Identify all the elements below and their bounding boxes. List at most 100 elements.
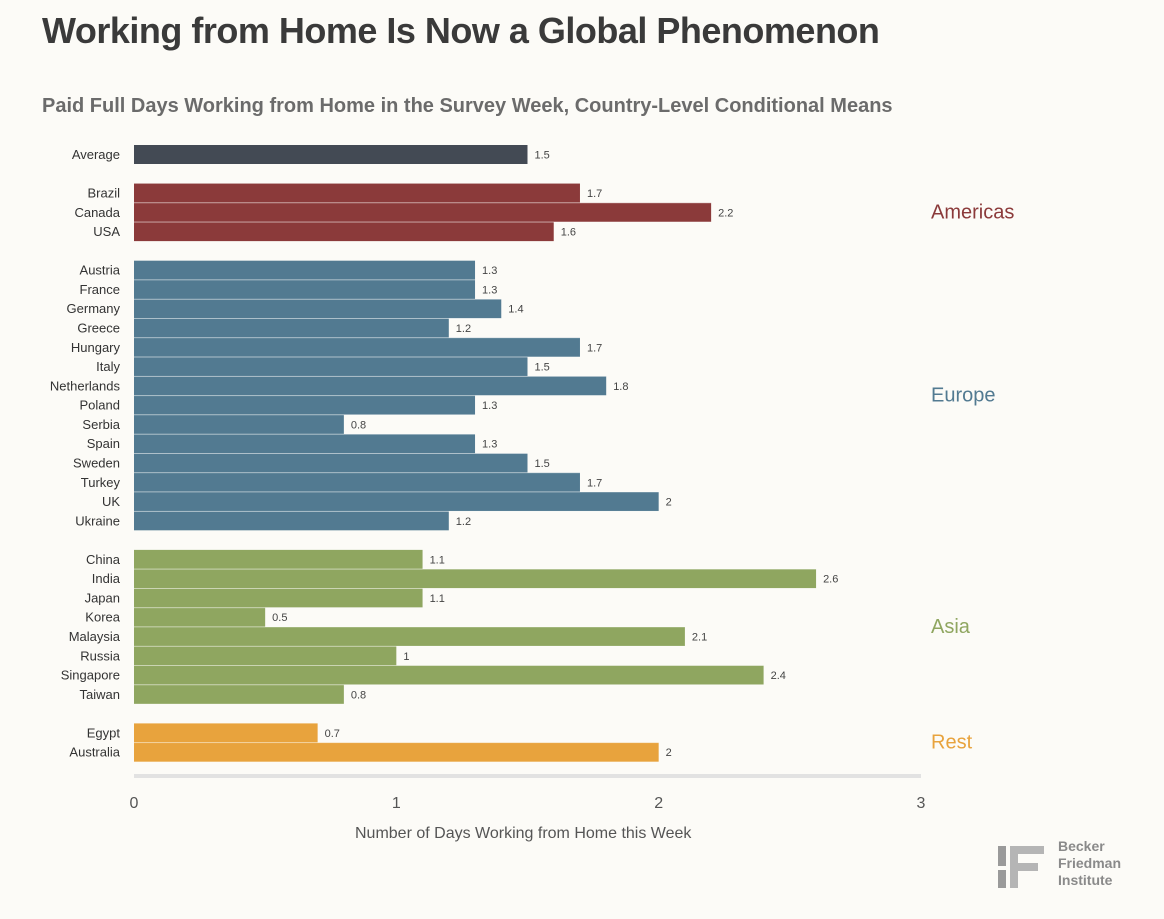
chart-subtitle: Paid Full Days Working from Home in the … [42, 95, 893, 117]
bar-poland [134, 395, 476, 415]
value-label-uk: 2 [666, 497, 672, 509]
value-label-germany: 1.4 [508, 304, 523, 316]
category-label-japan: Japan [85, 590, 120, 605]
category-label-serbia: Serbia [82, 417, 120, 432]
value-label-poland: 1.3 [482, 400, 497, 412]
value-label-austria: 1.3 [482, 265, 497, 277]
logo-line-2: Friedman [1058, 855, 1122, 871]
category-label-canada: Canada [74, 205, 120, 220]
value-label-average: 1.5 [535, 150, 550, 162]
x-tick-label-3: 3 [917, 795, 926, 812]
region-label-europe: Europe [931, 385, 996, 407]
value-label-spain: 1.3 [482, 439, 497, 451]
x-tick-label-1: 1 [392, 795, 401, 812]
value-label-brazil: 1.7 [587, 188, 602, 200]
logo-line-3: Institute [1058, 872, 1113, 888]
bar-greece [134, 318, 449, 338]
bar-egypt [134, 723, 318, 743]
value-label-sweden: 1.5 [535, 458, 550, 470]
bar-brazil [134, 183, 580, 203]
bar-malaysia [134, 627, 685, 646]
category-label-china: China [86, 552, 121, 567]
category-label-russia: Russia [80, 648, 121, 663]
category-label-sweden: Sweden [73, 455, 120, 470]
value-label-italy: 1.5 [535, 362, 550, 374]
bar-india [134, 569, 817, 589]
value-label-usa: 1.6 [561, 227, 576, 239]
x-tick-label-0: 0 [130, 795, 139, 812]
category-label-spain: Spain [87, 436, 120, 451]
category-label-france: France [80, 282, 120, 297]
value-label-france: 1.3 [482, 284, 497, 296]
bar-australia [134, 742, 659, 762]
value-label-korea: 0.5 [272, 612, 287, 624]
value-label-taiwan: 0.8 [351, 689, 366, 701]
value-label-ukraine: 1.2 [456, 516, 471, 528]
bar-russia [134, 646, 397, 666]
bar-korea [134, 607, 266, 627]
bar-usa [134, 222, 554, 242]
chart-title: Working from Home Is Now a Global Phenom… [42, 10, 880, 51]
category-label-brazil: Brazil [87, 186, 120, 201]
bar-italy [134, 357, 528, 377]
category-label-poland: Poland [80, 398, 120, 413]
x-axis-label: Number of Days Working from Home this We… [355, 825, 692, 842]
category-label-average: Average [72, 147, 120, 162]
value-label-india: 2.6 [823, 574, 838, 586]
value-label-hungary: 1.7 [587, 342, 602, 354]
value-label-japan: 1.1 [430, 593, 445, 605]
category-label-egypt: Egypt [87, 725, 121, 740]
value-label-canada: 2.2 [718, 207, 733, 219]
bar-netherlands [134, 376, 607, 396]
logo-text: Becker Friedman Institute [1058, 838, 1121, 889]
bar-uk [134, 492, 659, 512]
value-label-greece: 1.2 [456, 323, 471, 335]
category-label-australia: Australia [69, 745, 120, 760]
category-label-malaysia: Malaysia [69, 629, 121, 644]
bf-logo-icon [998, 846, 1044, 888]
value-label-australia: 2 [666, 747, 672, 759]
region-label-asia: Asia [931, 616, 971, 638]
category-label-hungary: Hungary [71, 340, 121, 355]
value-label-malaysia: 2.1 [692, 632, 707, 644]
bar-spain [134, 434, 476, 454]
logo-line-1: Becker [1058, 838, 1105, 854]
category-label-italy: Italy [96, 359, 120, 374]
bar-canada [134, 202, 712, 222]
bar-turkey [134, 472, 580, 492]
category-label-greece: Greece [77, 321, 120, 336]
bar-china [134, 549, 423, 569]
value-label-russia: 1 [403, 651, 409, 663]
region-label-americas: Americas [931, 201, 1014, 223]
region-label-rest: Rest [931, 732, 973, 754]
category-label-uk: UK [102, 494, 120, 509]
value-label-china: 1.1 [430, 554, 445, 566]
bar-average [134, 145, 528, 164]
value-label-netherlands: 1.8 [613, 381, 628, 393]
category-label-netherlands: Netherlands [50, 378, 121, 393]
category-label-ukraine: Ukraine [75, 513, 120, 528]
bar-germany [134, 299, 502, 319]
value-label-turkey: 1.7 [587, 477, 602, 489]
bar-ukraine [134, 511, 449, 531]
bar-austria [134, 260, 476, 280]
bar-taiwan [134, 684, 344, 704]
bar-france [134, 279, 476, 299]
category-label-germany: Germany [67, 301, 121, 316]
category-label-turkey: Turkey [81, 475, 121, 490]
category-label-usa: USA [93, 224, 120, 239]
x-axis-line [134, 774, 921, 778]
bar-singapore [134, 665, 764, 685]
bar-hungary [134, 337, 580, 357]
bar-japan [134, 588, 423, 608]
category-label-austria: Austria [80, 263, 121, 278]
value-label-egypt: 0.7 [325, 728, 340, 740]
category-label-india: India [92, 571, 121, 586]
bar-sweden [134, 453, 528, 473]
category-label-taiwan: Taiwan [80, 687, 120, 702]
value-label-singapore: 2.4 [771, 670, 786, 682]
category-label-korea: Korea [85, 610, 120, 625]
value-label-serbia: 0.8 [351, 419, 366, 431]
bar-serbia [134, 414, 344, 434]
